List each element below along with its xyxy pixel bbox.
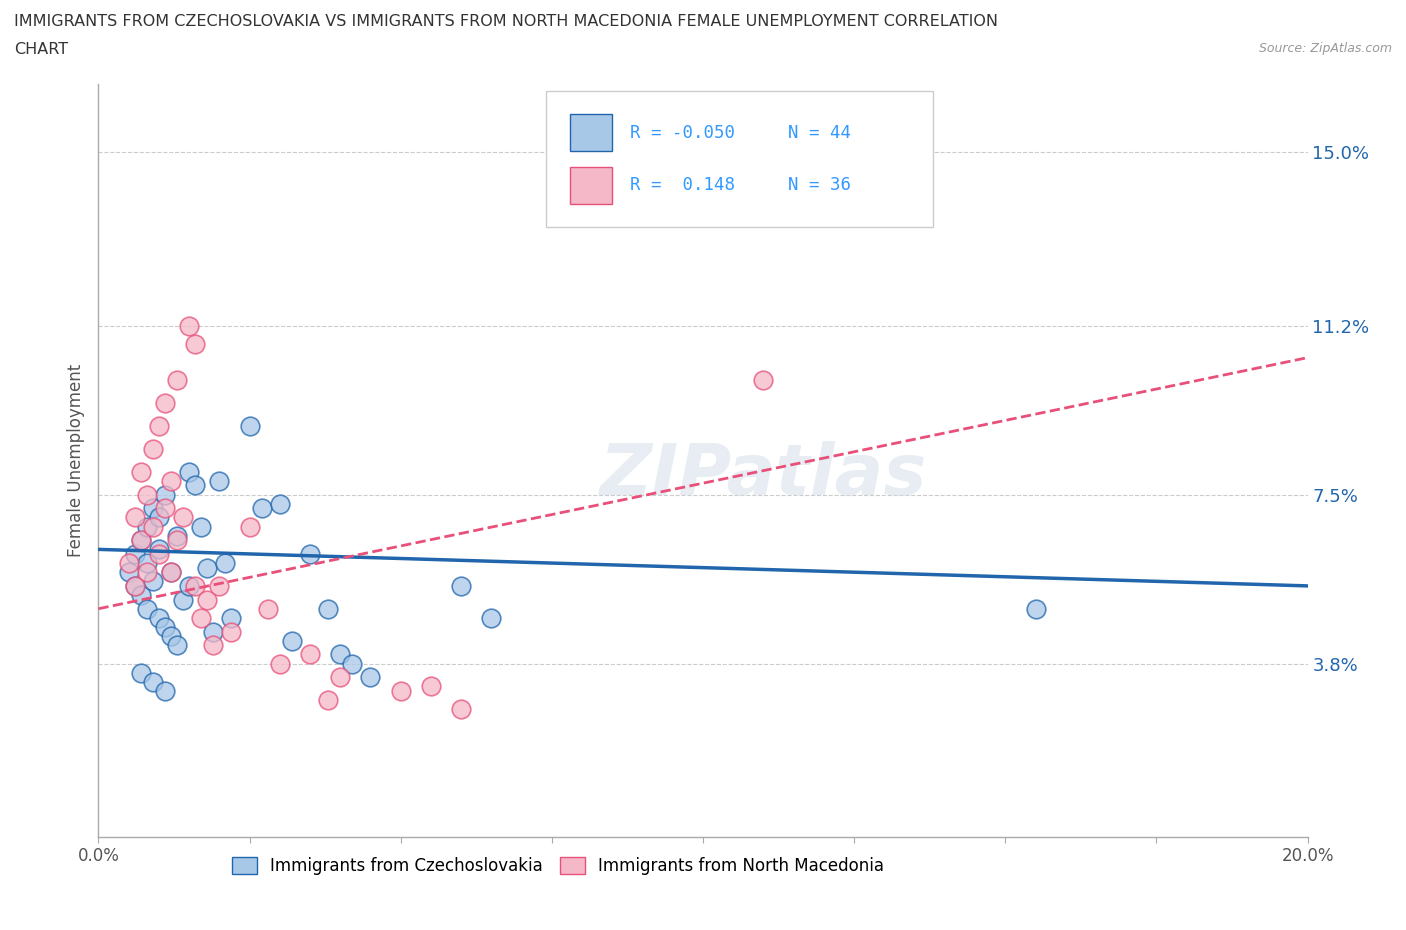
Point bbox=[269, 656, 291, 671]
Point bbox=[124, 578, 146, 593]
Point bbox=[195, 592, 218, 607]
Point bbox=[269, 497, 291, 512]
Point bbox=[360, 670, 382, 684]
Point bbox=[450, 578, 472, 593]
Point bbox=[129, 464, 152, 479]
Point bbox=[166, 638, 188, 653]
Point bbox=[184, 478, 207, 493]
Point bbox=[166, 533, 188, 548]
Point bbox=[299, 547, 322, 562]
Point bbox=[172, 592, 194, 607]
Point bbox=[208, 473, 231, 488]
Point bbox=[118, 555, 141, 570]
Point bbox=[299, 647, 322, 662]
Point bbox=[195, 560, 218, 575]
Point bbox=[148, 418, 170, 433]
Point bbox=[239, 418, 262, 433]
Point bbox=[166, 528, 188, 543]
Point bbox=[142, 442, 165, 457]
Point bbox=[142, 519, 165, 534]
Point bbox=[190, 519, 212, 534]
Point bbox=[184, 337, 207, 352]
Point bbox=[135, 565, 157, 579]
Point bbox=[329, 647, 352, 662]
Point bbox=[148, 610, 170, 625]
Point bbox=[281, 633, 304, 648]
Text: ZIPatlas: ZIPatlas bbox=[600, 441, 927, 510]
Point bbox=[202, 624, 225, 639]
Point bbox=[124, 578, 146, 593]
Point bbox=[329, 670, 352, 684]
Point bbox=[142, 674, 165, 689]
Point bbox=[129, 588, 152, 603]
Point bbox=[450, 702, 472, 717]
Point bbox=[153, 396, 176, 411]
Point bbox=[256, 602, 278, 617]
FancyBboxPatch shape bbox=[569, 166, 613, 205]
Point bbox=[153, 487, 176, 502]
Point bbox=[166, 373, 188, 388]
Point bbox=[221, 610, 243, 625]
Point bbox=[316, 602, 339, 617]
Point bbox=[135, 555, 157, 570]
Legend: Immigrants from Czechoslovakia, Immigrants from North Macedonia: Immigrants from Czechoslovakia, Immigran… bbox=[225, 850, 890, 882]
Y-axis label: Female Unemployment: Female Unemployment bbox=[66, 364, 84, 557]
Point bbox=[148, 547, 170, 562]
Point bbox=[124, 510, 146, 525]
Point bbox=[153, 619, 176, 634]
Point bbox=[160, 629, 183, 644]
Text: CHART: CHART bbox=[14, 42, 67, 57]
Point bbox=[420, 679, 443, 694]
Point bbox=[160, 473, 183, 488]
Point bbox=[129, 533, 152, 548]
Point bbox=[172, 510, 194, 525]
Text: Source: ZipAtlas.com: Source: ZipAtlas.com bbox=[1258, 42, 1392, 55]
Text: R =  0.148: R = 0.148 bbox=[630, 177, 735, 194]
Point bbox=[179, 318, 201, 333]
Point bbox=[1024, 602, 1046, 617]
Point bbox=[142, 574, 165, 589]
Point bbox=[316, 693, 339, 708]
Point bbox=[129, 665, 152, 680]
Point bbox=[184, 578, 207, 593]
Point bbox=[160, 565, 183, 579]
Point bbox=[481, 610, 503, 625]
Point bbox=[239, 519, 262, 534]
Point bbox=[208, 578, 231, 593]
FancyBboxPatch shape bbox=[569, 113, 613, 152]
Text: IMMIGRANTS FROM CZECHOSLOVAKIA VS IMMIGRANTS FROM NORTH MACEDONIA FEMALE UNEMPLO: IMMIGRANTS FROM CZECHOSLOVAKIA VS IMMIGR… bbox=[14, 14, 998, 29]
Point bbox=[135, 487, 157, 502]
Point bbox=[135, 602, 157, 617]
Point bbox=[752, 373, 775, 388]
Point bbox=[124, 547, 146, 562]
Point bbox=[135, 519, 157, 534]
Point bbox=[142, 501, 165, 516]
Point bbox=[202, 638, 225, 653]
Point bbox=[160, 565, 183, 579]
Text: N = 36: N = 36 bbox=[787, 177, 851, 194]
Point bbox=[179, 578, 201, 593]
Point bbox=[153, 684, 176, 698]
Point bbox=[148, 542, 170, 557]
Point bbox=[179, 464, 201, 479]
Text: R = -0.050: R = -0.050 bbox=[630, 124, 735, 141]
Point bbox=[148, 510, 170, 525]
Point bbox=[190, 610, 212, 625]
Point bbox=[221, 624, 243, 639]
Point bbox=[214, 555, 236, 570]
Text: N = 44: N = 44 bbox=[787, 124, 851, 141]
Point bbox=[250, 501, 273, 516]
Point bbox=[129, 533, 152, 548]
Point bbox=[389, 684, 412, 698]
Point bbox=[342, 656, 364, 671]
FancyBboxPatch shape bbox=[546, 91, 932, 227]
Point bbox=[153, 501, 176, 516]
Point bbox=[118, 565, 141, 579]
